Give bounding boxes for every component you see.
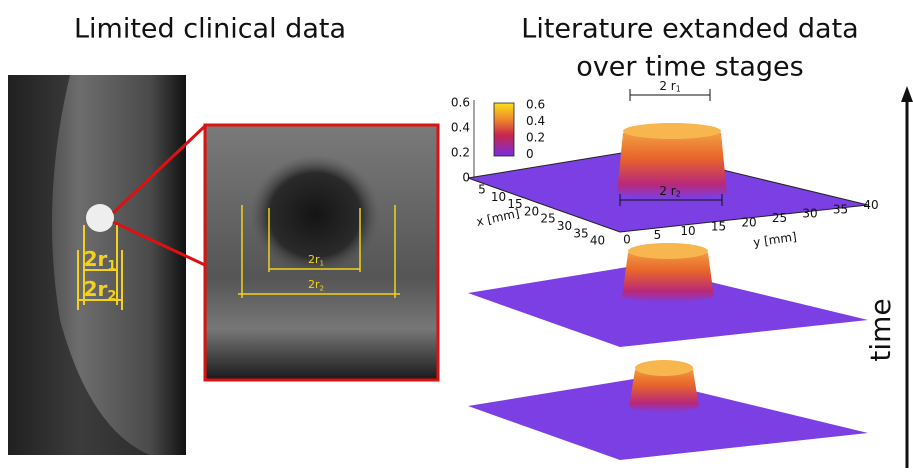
label: x [mm] — [475, 206, 521, 229]
label: 30 — [557, 219, 572, 233]
time-arrowhead — [901, 86, 913, 102]
figure: Limited clinical data Literature extanded… — [0, 0, 913, 473]
label: 0.6 — [526, 98, 545, 112]
label: 0.4 — [451, 121, 470, 135]
label: 10 — [680, 224, 695, 238]
label-sub: 1 — [676, 85, 681, 94]
label: 0 — [462, 171, 470, 185]
label-main: 2r — [84, 247, 108, 271]
label-sub: 2 — [107, 289, 116, 304]
label-main: 2 r — [659, 184, 675, 198]
tumor-top — [635, 360, 693, 376]
label: 25 — [772, 211, 787, 225]
label: 0 — [526, 147, 534, 161]
label: 0.2 — [526, 131, 545, 145]
label: 40 — [590, 234, 605, 248]
label: 25 — [540, 212, 555, 226]
label: 5 — [654, 228, 662, 242]
label: 20 — [741, 215, 756, 229]
label-main: 2 r — [659, 79, 675, 93]
label: Literature extanded data — [521, 14, 858, 45]
label: 5 — [478, 183, 486, 197]
label: 40 — [863, 198, 878, 212]
label: 35 — [833, 202, 848, 216]
tumor-top — [623, 123, 721, 139]
label: 0.2 — [451, 146, 470, 160]
label-sub: 2 — [676, 190, 681, 199]
label-sub: 1 — [319, 258, 324, 267]
label: Limited clinical data — [74, 14, 346, 45]
label: over time stages — [576, 52, 803, 83]
label: 30 — [802, 207, 817, 221]
label: 0 — [623, 233, 631, 247]
lesion — [86, 204, 114, 232]
label-main: 2r — [308, 253, 320, 266]
label-sub: 2 — [319, 283, 324, 292]
tumor-top — [628, 243, 708, 259]
label: time — [864, 298, 897, 361]
label: 20 — [524, 204, 539, 218]
label: 15 — [711, 220, 726, 234]
label-main: 2r — [84, 277, 108, 301]
label: 10 — [491, 190, 506, 204]
label: 0.6 — [451, 96, 470, 110]
label: 0.4 — [526, 114, 545, 128]
label: 35 — [573, 226, 588, 240]
label: y [mm] — [752, 230, 797, 250]
label-sub: 1 — [107, 259, 116, 274]
colorbar — [494, 103, 514, 156]
label-main: 2r — [308, 278, 320, 291]
